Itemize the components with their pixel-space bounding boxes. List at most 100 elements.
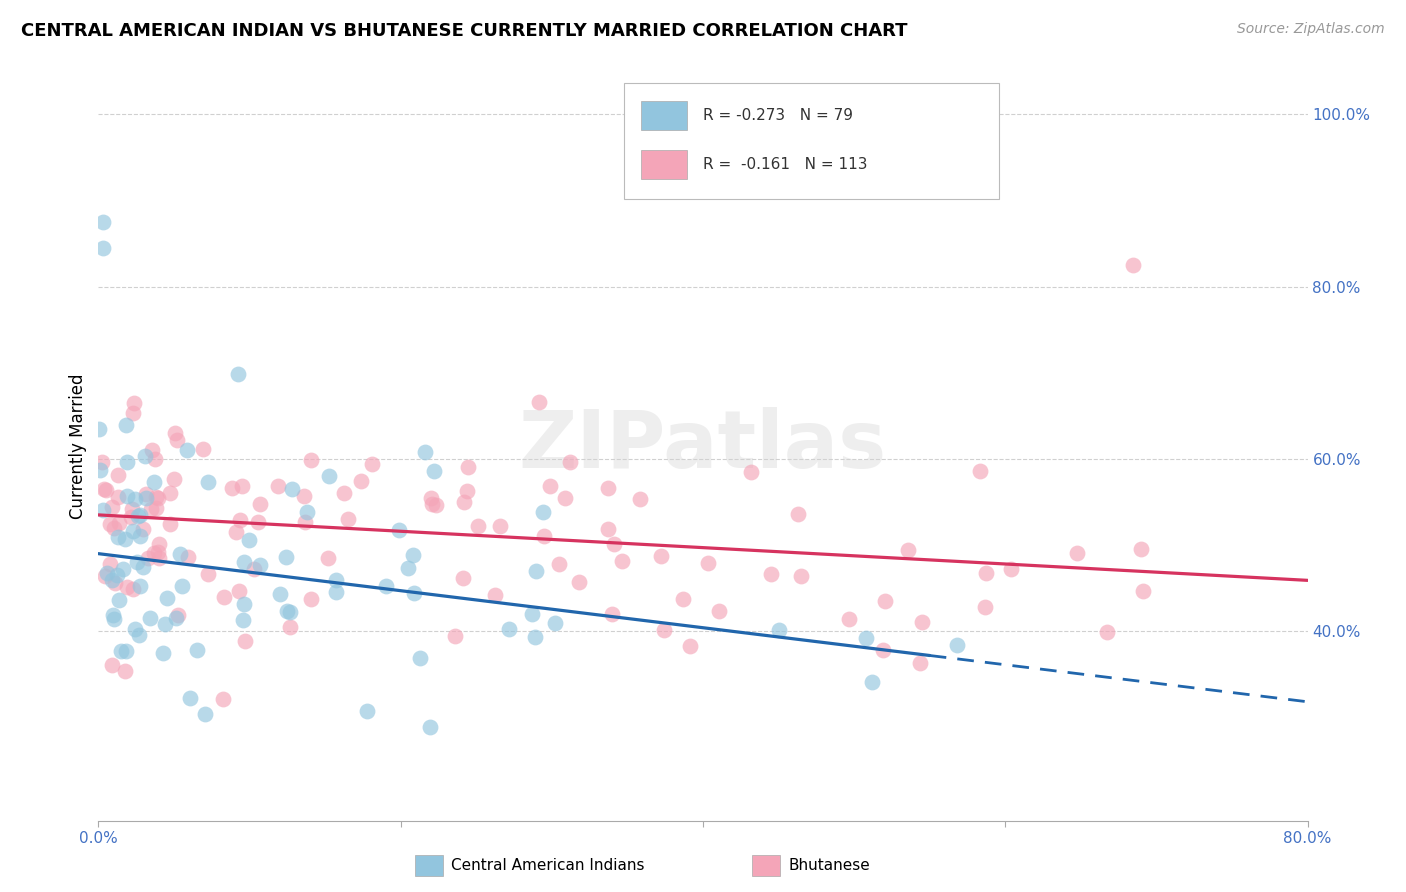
Point bbox=[233, 633, 256, 648]
Point bbox=[125, 555, 148, 569]
Point bbox=[973, 599, 995, 614]
Point bbox=[197, 475, 219, 489]
Point bbox=[388, 523, 411, 537]
Point bbox=[87, 422, 110, 436]
Point bbox=[212, 591, 235, 605]
Point bbox=[135, 487, 157, 501]
Point bbox=[228, 583, 250, 598]
Point bbox=[101, 500, 124, 515]
Point bbox=[107, 530, 129, 544]
Point bbox=[115, 490, 138, 504]
Point bbox=[243, 562, 266, 576]
Point bbox=[356, 704, 378, 718]
Point bbox=[103, 612, 125, 626]
Point bbox=[159, 486, 181, 500]
Point bbox=[409, 651, 432, 665]
Point bbox=[278, 620, 301, 634]
Point bbox=[292, 489, 315, 503]
Point bbox=[142, 475, 165, 489]
Point bbox=[246, 516, 269, 530]
Point bbox=[134, 449, 156, 463]
Point bbox=[423, 464, 446, 478]
Point bbox=[318, 468, 340, 483]
Point bbox=[101, 607, 124, 622]
FancyBboxPatch shape bbox=[641, 102, 688, 130]
Point bbox=[141, 501, 163, 516]
Point bbox=[124, 396, 146, 410]
Point bbox=[768, 623, 790, 637]
Point bbox=[101, 657, 124, 672]
Point bbox=[122, 524, 145, 539]
Point bbox=[281, 482, 304, 496]
Point bbox=[628, 491, 651, 506]
Point bbox=[650, 549, 672, 563]
Point bbox=[167, 608, 190, 623]
Point bbox=[860, 675, 883, 690]
Point bbox=[873, 594, 896, 608]
Point bbox=[191, 442, 214, 456]
Point bbox=[108, 592, 131, 607]
Point bbox=[146, 545, 169, 559]
Point bbox=[141, 443, 163, 458]
Point bbox=[1132, 584, 1154, 599]
Point bbox=[115, 580, 138, 594]
Point bbox=[121, 582, 143, 596]
Point bbox=[1000, 562, 1022, 576]
Point bbox=[467, 519, 489, 533]
Point bbox=[336, 512, 359, 526]
Point bbox=[707, 604, 730, 618]
Point bbox=[159, 517, 181, 532]
Point bbox=[101, 573, 124, 587]
Point bbox=[120, 509, 142, 524]
Point bbox=[558, 455, 581, 469]
Text: R = -0.273   N = 79: R = -0.273 N = 79 bbox=[703, 108, 853, 123]
Point bbox=[897, 542, 920, 557]
Point bbox=[91, 503, 114, 517]
Point bbox=[110, 644, 132, 658]
Point bbox=[396, 561, 419, 575]
Point bbox=[96, 483, 118, 498]
Point bbox=[325, 573, 347, 587]
Point bbox=[672, 591, 695, 606]
Point bbox=[89, 463, 111, 477]
Point bbox=[276, 604, 298, 618]
Point bbox=[790, 569, 813, 583]
Point bbox=[524, 564, 547, 578]
Text: Source: ZipAtlas.com: Source: ZipAtlas.com bbox=[1237, 22, 1385, 37]
Point bbox=[108, 516, 131, 530]
Point bbox=[249, 558, 271, 573]
Point bbox=[186, 642, 208, 657]
Point bbox=[91, 241, 114, 255]
Point bbox=[946, 638, 969, 652]
Point bbox=[194, 706, 217, 721]
Point bbox=[91, 455, 114, 469]
Point bbox=[350, 474, 373, 488]
Point bbox=[148, 491, 170, 505]
Point bbox=[148, 551, 170, 566]
Text: Bhutanese: Bhutanese bbox=[789, 858, 870, 872]
Point bbox=[135, 491, 157, 506]
Point bbox=[278, 605, 301, 619]
Point bbox=[131, 522, 153, 536]
Point bbox=[229, 513, 252, 527]
Point bbox=[520, 607, 543, 622]
Point bbox=[969, 464, 991, 478]
Point bbox=[115, 417, 138, 432]
Text: Central American Indians: Central American Indians bbox=[451, 858, 645, 872]
Point bbox=[129, 579, 152, 593]
Point bbox=[228, 368, 250, 382]
Point bbox=[1095, 625, 1118, 640]
Point bbox=[145, 490, 167, 504]
Point bbox=[156, 591, 179, 606]
Text: R =  -0.161   N = 113: R = -0.161 N = 113 bbox=[703, 157, 868, 172]
Point bbox=[974, 566, 997, 581]
Point bbox=[96, 566, 118, 580]
Point bbox=[425, 498, 447, 512]
Point bbox=[740, 465, 762, 479]
Y-axis label: Currently Married: Currently Married bbox=[69, 373, 87, 519]
Point bbox=[232, 555, 254, 569]
Point bbox=[451, 570, 474, 584]
Point bbox=[93, 482, 115, 496]
Point bbox=[98, 557, 121, 571]
Point bbox=[105, 567, 128, 582]
